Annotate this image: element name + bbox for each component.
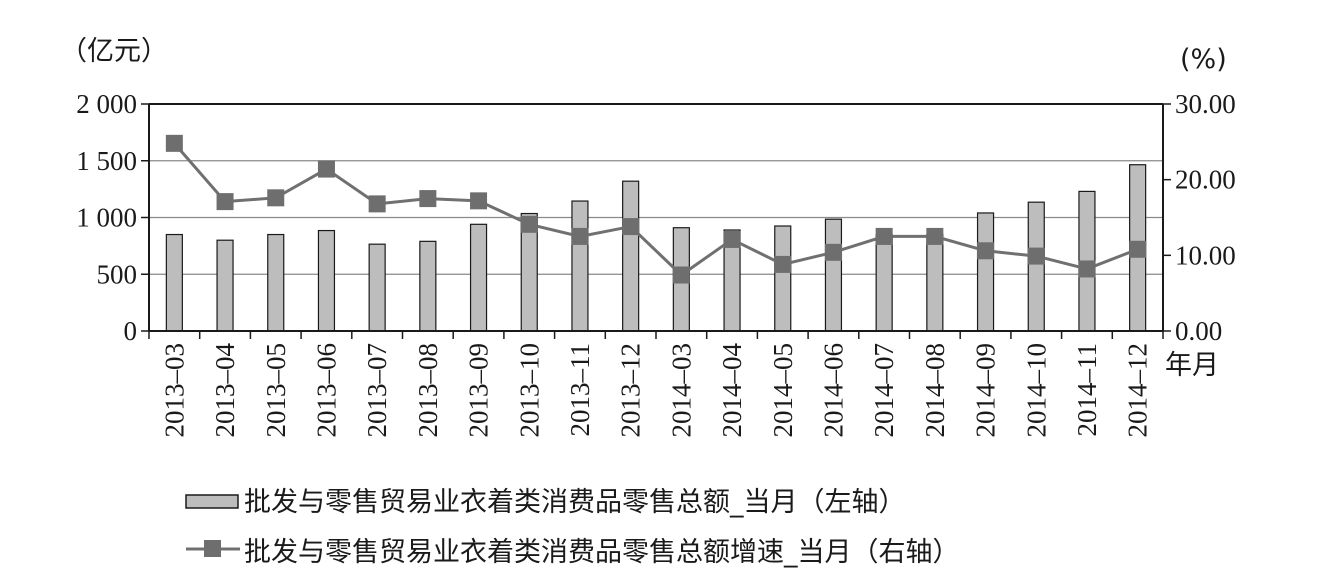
bar (267, 233, 285, 332)
x-tick-label: 2014–12 (1123, 343, 1153, 438)
x-tick-label: 2014–05 (768, 343, 798, 438)
x-tick-label: 2013–04 (210, 343, 240, 438)
line-point (774, 255, 792, 273)
line-point (1078, 260, 1096, 278)
x-axis-ticks: 2013–03 2013–04 2013–05 2013–06 2013–07 2013–… (159, 343, 1152, 438)
line-series (165, 134, 1147, 284)
bar (317, 229, 336, 332)
line-point (165, 134, 183, 152)
bar-series (165, 164, 1147, 332)
line-point (419, 190, 437, 208)
legend-bar-label: 批发与零售贸易业衣着类消费品零售总额_当月（左轴） (244, 487, 906, 518)
legend-bar-swatch (185, 494, 239, 509)
line-point (1027, 247, 1045, 265)
line-point (1129, 240, 1147, 258)
x-axis-label: 年月 (1165, 350, 1219, 381)
bar (419, 240, 437, 332)
gridlines (149, 103, 1163, 275)
legend: 批发与零售贸易业衣着类消费品零售总额_当月（左轴） 批发与零售贸易业衣着类消费品… (185, 487, 960, 568)
bar (774, 225, 792, 332)
bar (926, 233, 944, 332)
x-tick-label: 2013–07 (362, 343, 392, 438)
bar (469, 223, 488, 332)
line-point (926, 227, 944, 245)
line-point (317, 160, 335, 178)
line-point (470, 192, 488, 210)
x-tick-label: 2014–03 (666, 343, 696, 438)
line-point (672, 266, 690, 284)
legend-line-marker (204, 540, 221, 557)
x-tick-label: 2014–09 (971, 343, 1001, 438)
right-tick-label: 20.00 (1175, 165, 1236, 195)
bar (216, 239, 234, 332)
x-tick-label: 2013–12 (616, 343, 646, 438)
line-point (571, 227, 589, 245)
left-tick-label: 1 000 (76, 203, 137, 233)
bar (824, 218, 843, 332)
x-tick-label: 2013–10 (514, 343, 544, 438)
x-tick-label: 2014–06 (818, 343, 848, 438)
left-tick-label: 1 500 (76, 146, 137, 176)
line-point (520, 215, 538, 233)
right-axis-unit: (%) (1180, 44, 1227, 75)
left-tick-label: 0 (124, 316, 138, 346)
x-tick-label: 2013–05 (261, 343, 291, 438)
line-point (723, 230, 741, 248)
right-tick-label: 0.00 (1175, 316, 1222, 346)
bar (875, 233, 893, 332)
x-tick-label: 2014–08 (920, 343, 950, 438)
x-tick-label: 2014–10 (1021, 343, 1051, 438)
bar (571, 200, 589, 332)
bar (976, 212, 995, 332)
bar (368, 243, 386, 332)
left-axis-ticks: 0 500 1 000 1 500 2 000 (76, 89, 149, 346)
x-tick-label: 2014–07 (869, 343, 899, 438)
axes (148, 104, 1164, 339)
x-tick-label: 2013–08 (413, 343, 443, 438)
right-tick-label: 30.00 (1175, 89, 1236, 119)
x-tick-label: 2014–11 (1072, 343, 1102, 437)
line-point (216, 193, 234, 211)
line-point (368, 195, 386, 213)
right-axis-ticks: 0.00 10.00 20.00 30.00 (1163, 89, 1236, 346)
x-tick-label: 2014–04 (717, 343, 747, 438)
bar (1027, 201, 1045, 332)
left-axis-unit: （亿元） (60, 36, 168, 67)
left-tick-label: 500 (97, 259, 138, 289)
line-point (824, 243, 842, 261)
left-tick-label: 2 000 (76, 89, 137, 119)
line-point (875, 227, 893, 245)
legend-line-label: 批发与零售贸易业衣着类消费品零售总额增速_当月（右轴） (244, 537, 960, 568)
line-point (977, 242, 995, 260)
line-point (267, 189, 285, 207)
bar (622, 180, 640, 332)
bar (165, 233, 183, 332)
x-tick-label: 2013–03 (159, 343, 189, 438)
right-tick-label: 10.00 (1175, 240, 1236, 270)
x-tick-label: 2013–06 (311, 343, 341, 438)
x-tick-label: 2013–09 (464, 343, 494, 438)
line-point (622, 218, 640, 236)
x-tick-label: 2013–11 (565, 343, 595, 437)
